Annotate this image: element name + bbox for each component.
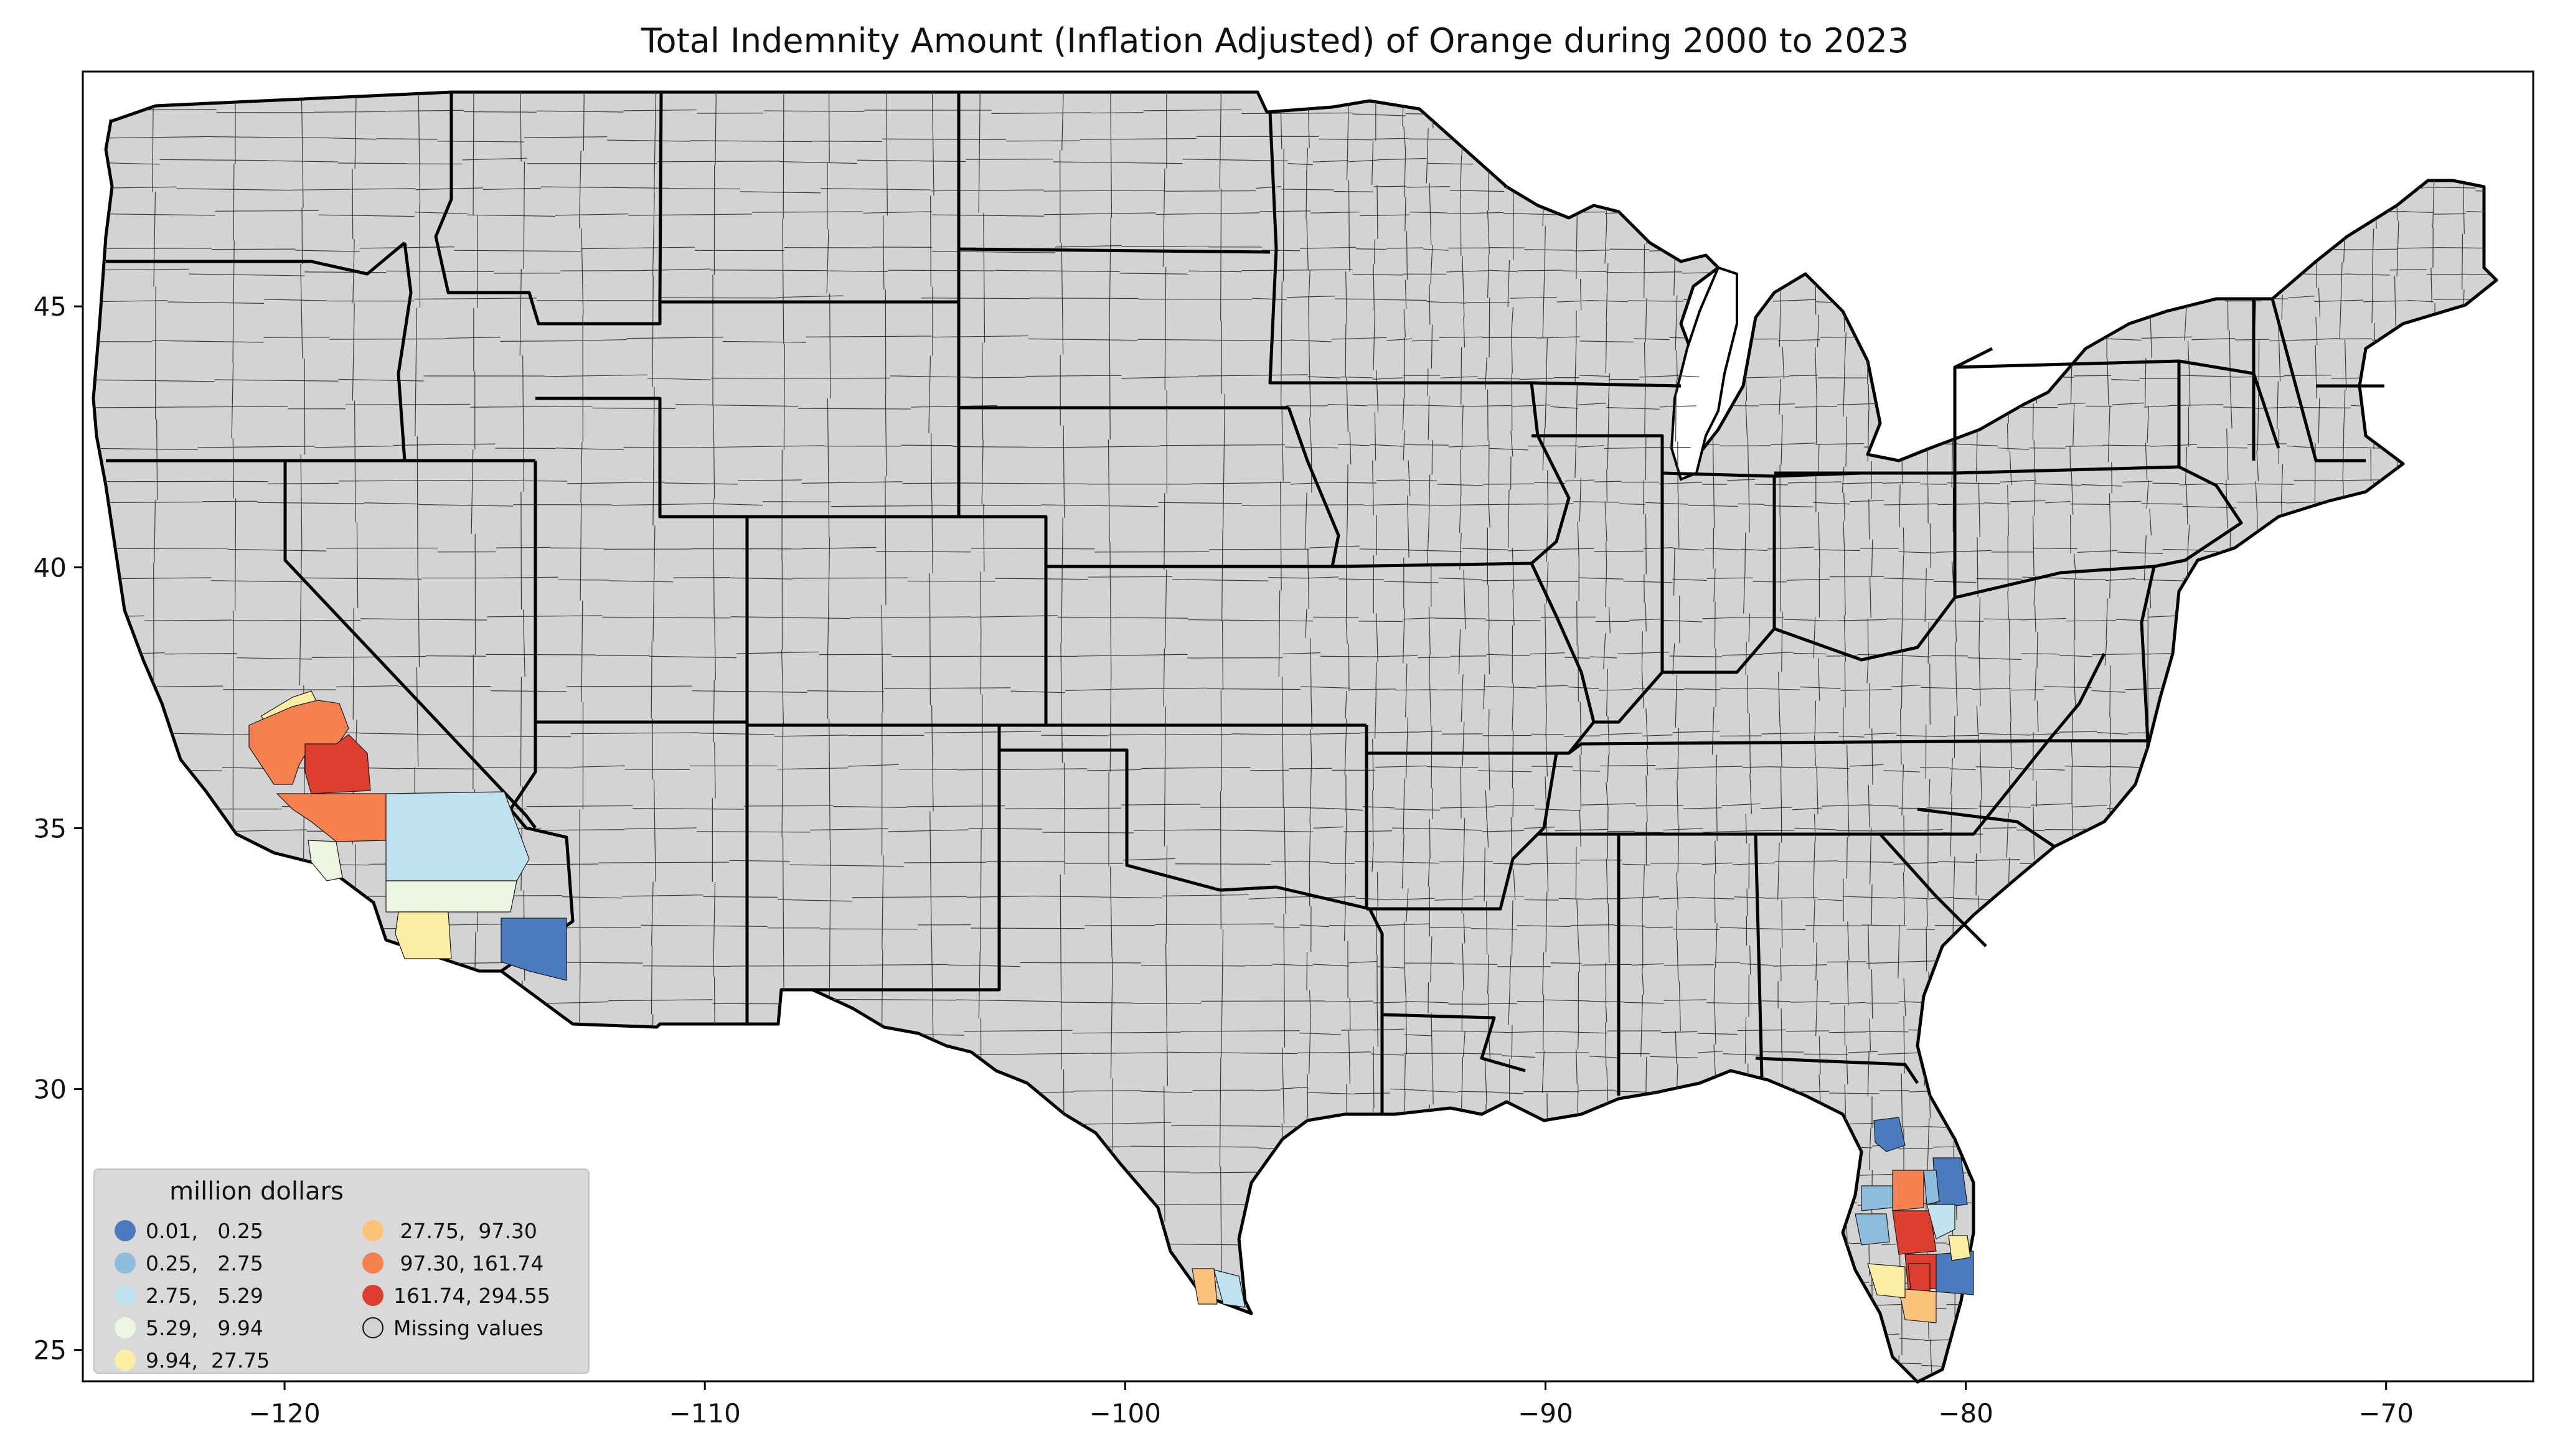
legend-label-4: 5.29, 9.94 xyxy=(146,1315,263,1340)
legend-entry-3: 2.75, 5.29 xyxy=(115,1282,263,1309)
county-region xyxy=(1892,1210,1937,1255)
county-region xyxy=(1861,1185,1893,1211)
x-tick-label: −80 xyxy=(1938,1398,1993,1429)
county-region xyxy=(308,840,343,881)
legend-swatch-4 xyxy=(115,1317,136,1338)
county-region xyxy=(1892,1170,1924,1211)
y-tick-label: 30 xyxy=(34,1074,67,1105)
legend-title: million dollars xyxy=(169,1177,344,1206)
legend-entry-8: 161.74, 294.55 xyxy=(362,1282,550,1309)
y-axis: 25 30 35 40 45 xyxy=(34,291,83,1366)
land-layer xyxy=(92,90,2498,1384)
legend-swatch-6 xyxy=(362,1220,383,1241)
y-tick-label: 45 xyxy=(34,291,67,322)
legend-swatch-8 xyxy=(362,1285,383,1306)
county-region xyxy=(1898,1288,1937,1323)
county-region xyxy=(385,880,517,913)
county-region xyxy=(1213,1269,1246,1308)
y-tick-label: 40 xyxy=(34,552,67,583)
x-tick-label: −70 xyxy=(2358,1398,2414,1429)
legend-label-2: 0.25, 2.75 xyxy=(146,1251,263,1275)
legend-label-3: 2.75, 5.29 xyxy=(146,1283,263,1308)
legend-entry-1: 0.01, 0.25 xyxy=(115,1217,263,1244)
us-land xyxy=(92,90,2498,1384)
county-region xyxy=(1923,1170,1940,1205)
y-tick-label: 35 xyxy=(34,813,67,843)
county-region xyxy=(1948,1235,1971,1261)
x-tick-label: −100 xyxy=(1089,1398,1161,1429)
legend-entry-4: 5.29, 9.94 xyxy=(115,1314,263,1341)
county-region xyxy=(1192,1268,1218,1305)
legend-label-5: 9.94, 27.75 xyxy=(146,1348,270,1373)
legend: million dollars 0.01, 0.25 0.25, 2.75 2.… xyxy=(93,1168,590,1374)
state-boundaries xyxy=(106,92,2384,1114)
county-region xyxy=(1855,1213,1890,1246)
legend-label-8: 161.74, 294.55 xyxy=(393,1283,550,1308)
legend-label-7: 97.30, 161.74 xyxy=(393,1251,544,1275)
county-region xyxy=(501,918,567,981)
legend-swatch-5 xyxy=(115,1350,136,1371)
county-region xyxy=(385,791,530,881)
county-region xyxy=(395,911,452,959)
legend-entry-5: 9.94, 27.75 xyxy=(115,1346,270,1374)
map-title: Total Indemnity Amount (Inflation Adjust… xyxy=(641,21,1909,60)
county-region xyxy=(1873,1117,1906,1152)
county-region xyxy=(304,734,371,794)
colored-regions xyxy=(248,690,1974,1323)
legend-label-1: 0.01, 0.25 xyxy=(146,1218,263,1243)
county-region xyxy=(1867,1263,1906,1299)
x-tick-label: −120 xyxy=(248,1398,320,1429)
x-tick-label: −110 xyxy=(669,1398,741,1429)
x-axis: −120 −110 −100 −90 −80 −70 xyxy=(248,1381,2414,1429)
x-tick-label: −90 xyxy=(1518,1398,1573,1429)
legend-swatch-2 xyxy=(115,1252,136,1274)
legend-label-6: 27.75, 97.30 xyxy=(393,1218,537,1243)
legend-swatch-missing xyxy=(362,1317,383,1338)
legend-entry-9: Missing values xyxy=(362,1314,543,1341)
legend-entry-2: 0.25, 2.75 xyxy=(115,1249,263,1277)
legend-swatch-7 xyxy=(362,1252,383,1274)
county-region xyxy=(1926,1204,1955,1239)
legend-swatch-3 xyxy=(115,1285,136,1306)
legend-swatch-1 xyxy=(115,1220,136,1241)
legend-entry-7: 97.30, 161.74 xyxy=(362,1249,543,1277)
legend-entry-6: 27.75, 97.30 xyxy=(362,1217,537,1244)
legend-label-9: Missing values xyxy=(393,1315,543,1340)
y-tick-label: 25 xyxy=(34,1335,67,1366)
